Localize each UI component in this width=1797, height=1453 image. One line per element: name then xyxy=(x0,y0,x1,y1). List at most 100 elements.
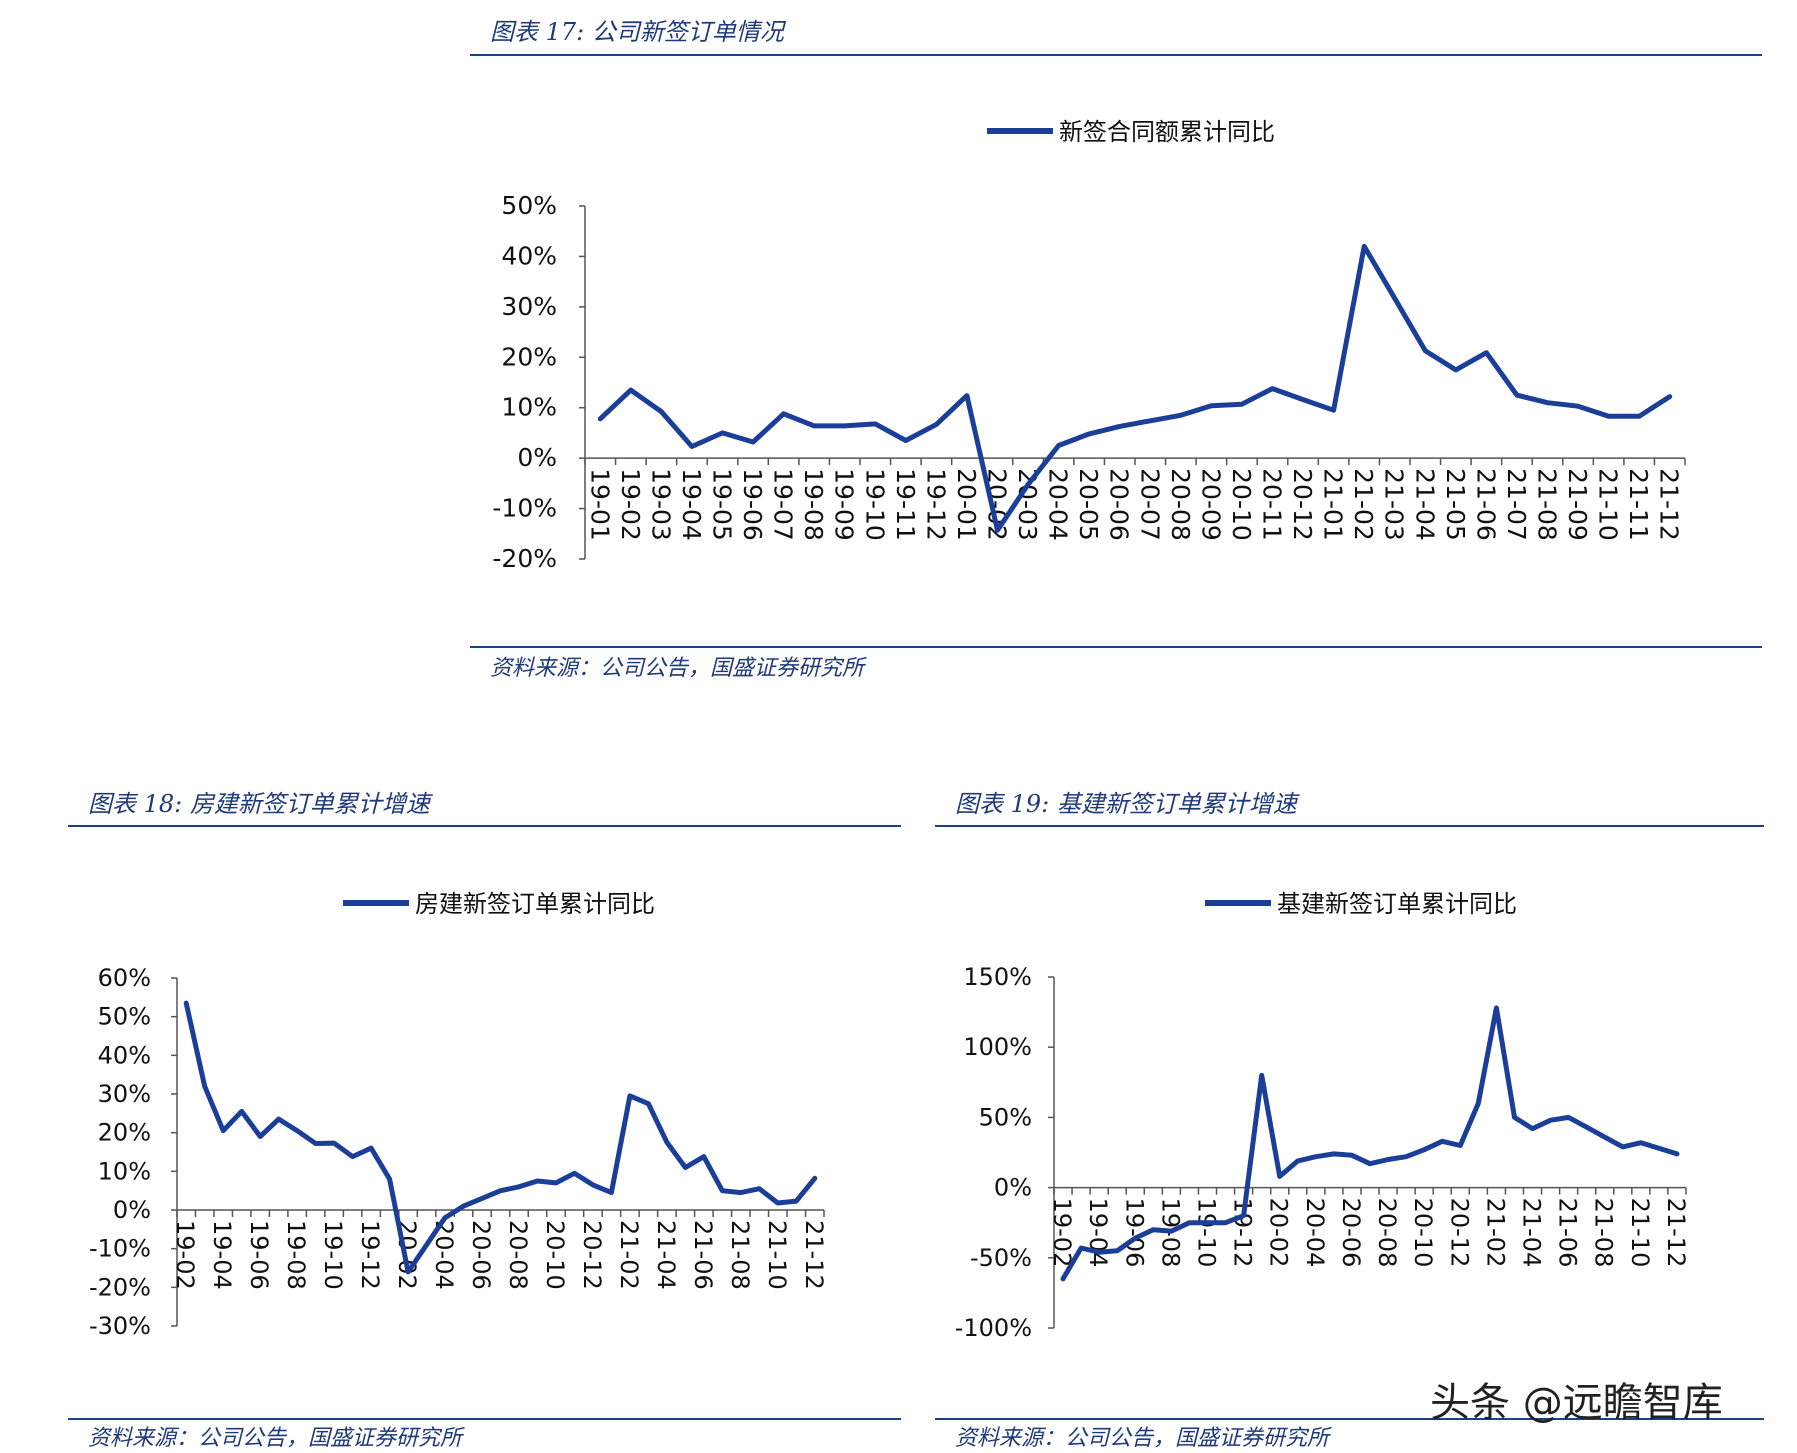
x-tick-label: 19-03 xyxy=(646,468,675,541)
x-tick-label: 21-12 xyxy=(1662,1198,1690,1268)
x-tick-label: 20-04 xyxy=(1044,468,1073,541)
x-tick-label: 19-08 xyxy=(282,1220,310,1290)
y-tick-label: -10% xyxy=(492,494,557,523)
series-line xyxy=(183,1000,818,1275)
x-tick-label: 21-05 xyxy=(1441,468,1470,541)
x-tick-label: 21-07 xyxy=(1502,468,1531,541)
x-tick-label: 21-10 xyxy=(1594,468,1623,541)
x-tick-label: 21-06 xyxy=(1554,1198,1582,1268)
x-tick-label: 21-12 xyxy=(800,1220,828,1290)
x-tick-label: 20-10 xyxy=(1227,468,1256,541)
x-tick-label: 19-12 xyxy=(921,468,950,541)
x-tick-label: 20-10 xyxy=(541,1220,569,1290)
x-tick-label: 21-06 xyxy=(1471,468,1500,541)
x-tick-label: 19-10 xyxy=(860,468,889,541)
x-tick-label: 21-02 xyxy=(1481,1198,1509,1268)
x-tick-label: 21-09 xyxy=(1563,468,1592,541)
figure18-bottom-rule xyxy=(68,1418,901,1420)
y-tick-label: 150% xyxy=(963,963,1032,991)
x-tick-label: 20-08 xyxy=(1373,1198,1401,1268)
legend-label: 房建新签订单累计同比 xyxy=(415,890,655,918)
y-tick-label: 60% xyxy=(98,964,151,992)
chart-2: 房建新签订单累计同比 -30% -20% -10% 0% 10% 20% 30% 40% 50% 6… xyxy=(89,890,828,1340)
x-tick-label: 20-01 xyxy=(952,468,981,541)
x-tick-label: 21-08 xyxy=(726,1220,754,1290)
legend-label: 新签合同额累计同比 xyxy=(1059,118,1275,146)
y-tick-label: 40% xyxy=(501,241,557,270)
x-tick-label: 19-05 xyxy=(708,468,737,541)
x-tick-label: 20-12 xyxy=(578,1220,606,1290)
x-tick-label: 21-01 xyxy=(1319,468,1348,541)
x-tick-label: 19-04 xyxy=(677,468,706,541)
x-tick-label: 19-08 xyxy=(799,468,828,541)
x-tick-label: 21-08 xyxy=(1590,1198,1618,1268)
x-tick-label: 20-06 xyxy=(1105,468,1134,541)
x-tick-label: 20-06 xyxy=(467,1220,495,1290)
x-tick-label: 21-04 xyxy=(1518,1198,1546,1268)
y-tick-label: 40% xyxy=(98,1041,151,1069)
x-tick-label: 19-04 xyxy=(208,1220,236,1290)
x-tick-label: 20-11 xyxy=(1258,468,1287,541)
figure18-source: 资料来源：公司公告，国盛证券研究所 xyxy=(88,1426,463,1451)
figure19-title: 图表 19: 基建新签订单累计增速 xyxy=(955,790,1297,818)
x-tick-label: 20-12 xyxy=(1445,1198,1473,1268)
x-tick-label: 21-12 xyxy=(1655,468,1684,541)
figure17-source: 资料来源：公司公告，国盛证券研究所 xyxy=(490,656,865,681)
x-tick-label: 19-10 xyxy=(319,1220,347,1290)
x-tick-label: 21-04 xyxy=(1410,468,1439,541)
x-tick-label: 19-02 xyxy=(1048,1198,1076,1268)
figure19-bottom-rule xyxy=(935,1418,1764,1420)
figure18-top-rule xyxy=(68,825,901,827)
x-tick-label: 21-04 xyxy=(652,1220,680,1290)
y-tick-label: 50% xyxy=(979,1103,1032,1131)
y-tick-label: 0% xyxy=(113,1196,151,1224)
x-tick-label: 20-04 xyxy=(1301,1198,1329,1268)
x-tick-label: 20-06 xyxy=(1337,1198,1365,1268)
y-tick-label: 100% xyxy=(963,1033,1032,1061)
x-tick-label: 21-02 xyxy=(1349,468,1378,541)
figure17-title: 图表 17: 公司新签订单情况 xyxy=(490,18,784,46)
chart-1: 新签合同额累计同比-20%-10%0%10%20%30%40%50%19-01 1… xyxy=(492,118,1686,573)
y-tick-label: -50% xyxy=(970,1244,1032,1272)
y-tick-label: 0% xyxy=(517,443,557,472)
x-tick-label: 20-09 xyxy=(1196,468,1225,541)
y-tick-label: 30% xyxy=(501,292,557,321)
figure19-top-rule xyxy=(935,825,1764,827)
x-tick-label: 19-06 xyxy=(245,1220,273,1290)
x-tick-label: 19-12 xyxy=(356,1220,384,1290)
figure17-top-rule xyxy=(470,54,1762,56)
y-tick-label: -20% xyxy=(492,544,557,573)
x-tick-label: 19-06 xyxy=(738,468,767,541)
x-tick-label: 20-07 xyxy=(1135,468,1164,541)
figure19-source: 资料来源：公司公告，国盛证券研究所 xyxy=(955,1426,1330,1451)
x-tick-label: 20-02 xyxy=(1265,1198,1293,1268)
y-tick-label: 10% xyxy=(501,393,557,422)
x-tick-label: 19-10 xyxy=(1192,1198,1220,1268)
x-tick-label: 20-12 xyxy=(1288,468,1317,541)
x-tick-label: 19-04 xyxy=(1084,1198,1112,1268)
y-tick-label: 50% xyxy=(501,191,557,220)
series-line xyxy=(597,243,1673,533)
x-tick-label: 21-03 xyxy=(1380,468,1409,541)
y-tick-label: -30% xyxy=(89,1312,151,1340)
x-tick-label: 21-10 xyxy=(1626,1198,1654,1268)
x-tick-label: 20-05 xyxy=(1074,468,1103,541)
y-tick-label: 10% xyxy=(98,1157,151,1185)
x-tick-label: 21-02 xyxy=(615,1220,643,1290)
x-tick-label: 21-08 xyxy=(1533,468,1562,541)
x-tick-label: 19-02 xyxy=(171,1220,199,1290)
x-tick-label: 19-07 xyxy=(769,468,798,541)
x-tick-label: 21-06 xyxy=(689,1220,717,1290)
x-tick-label: 19-01 xyxy=(585,468,614,541)
x-tick-label: 20-03 xyxy=(1013,468,1042,541)
x-tick-label: 19-11 xyxy=(891,468,920,541)
x-tick-label: 19-09 xyxy=(830,468,859,541)
watermark-text: 头条 @远瞻智库 xyxy=(1430,1380,1723,1426)
figure17-bottom-rule xyxy=(470,646,1762,648)
y-tick-label: -10% xyxy=(89,1235,151,1263)
y-tick-label: -20% xyxy=(89,1273,151,1301)
x-tick-label: 19-02 xyxy=(616,468,645,541)
x-tick-label: 21-11 xyxy=(1624,468,1653,541)
y-tick-label: 30% xyxy=(98,1080,151,1108)
